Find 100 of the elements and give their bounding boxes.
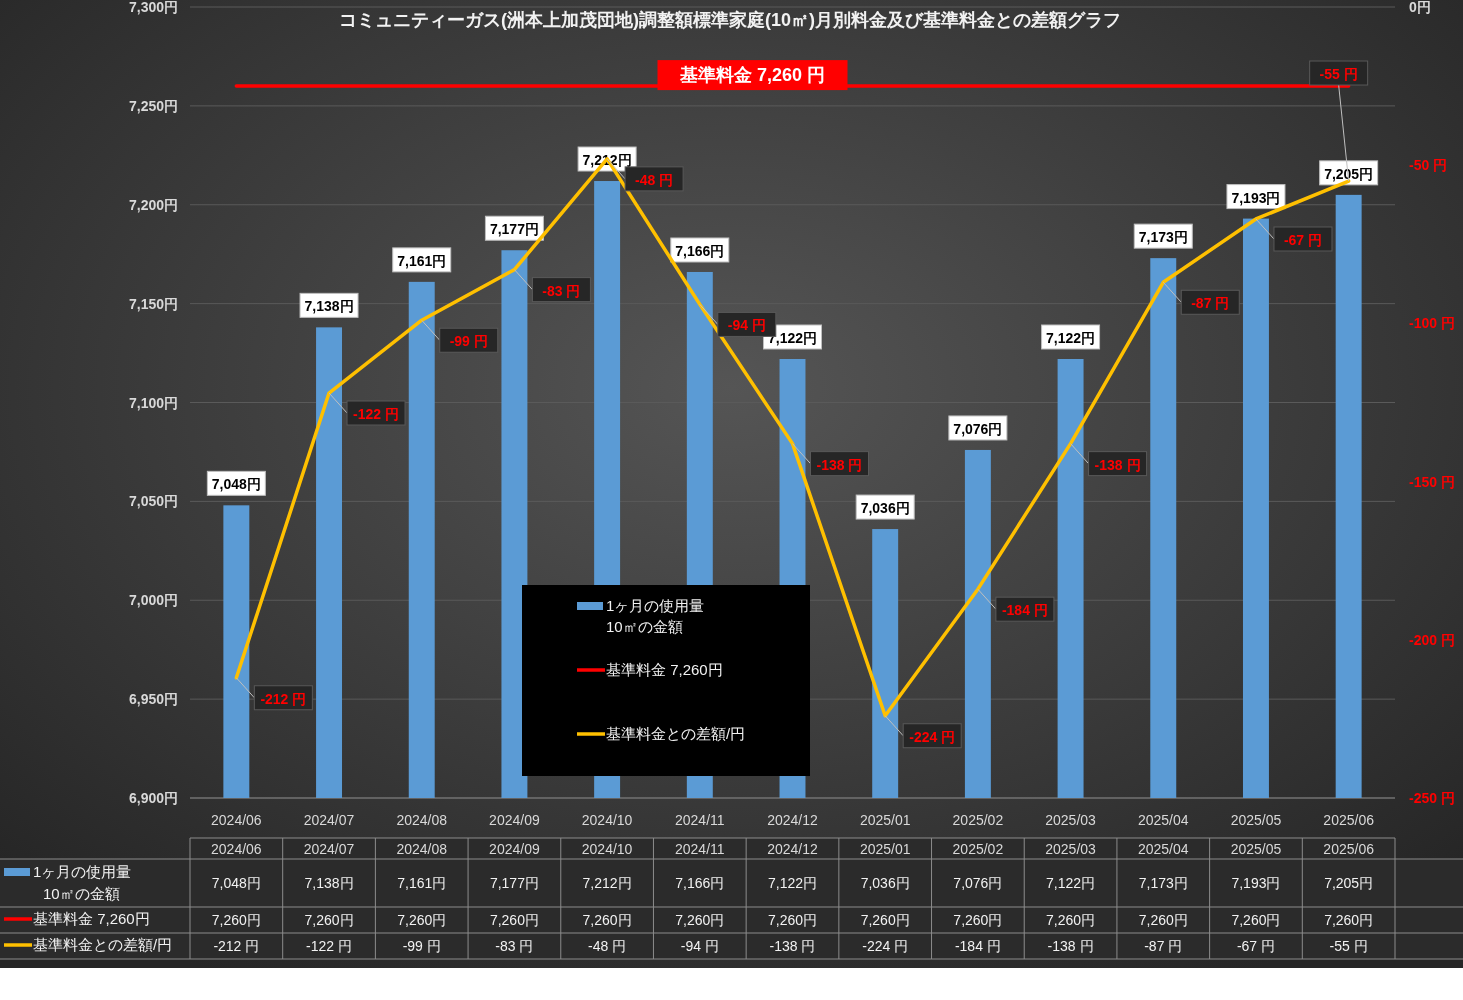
data-label: -212 円	[213, 938, 260, 954]
x-tick-label: 2024/08	[396, 812, 448, 828]
data-label: 7,205円	[1324, 875, 1374, 891]
data-label: -87 円	[1144, 938, 1183, 954]
y2-tick-label: -50 円	[1409, 157, 1448, 174]
text: 7,122円	[1046, 329, 1096, 346]
data-label: -138 円	[769, 938, 816, 954]
x-tick-label: 2025/05	[1230, 812, 1282, 828]
text: -94 円	[727, 317, 766, 334]
text: -184 円	[1001, 602, 1048, 619]
data-label: 7,138円	[304, 875, 354, 891]
x-tick-label: 2024/11	[675, 812, 725, 828]
text: -99 円	[449, 333, 488, 350]
data-label: 7,122円	[1046, 875, 1096, 891]
text: -212 円	[260, 690, 307, 707]
annotation: 基準料金 7,260 円	[678, 65, 826, 86]
data-label: 7,260円	[397, 912, 447, 928]
data-label: 7,260円	[675, 912, 725, 928]
data-label: 7,260円	[1231, 912, 1281, 928]
data-label: 7,260円	[860, 912, 910, 928]
x-tick-label: 2025/03	[1045, 812, 1097, 828]
text: -67 円	[1283, 231, 1323, 248]
category-label: 2024/12	[767, 841, 818, 857]
data-label: 7,260円	[211, 912, 261, 928]
text: -87 円	[1191, 295, 1230, 312]
text: -48 円	[635, 171, 674, 188]
x-tick-label: 2024/12	[767, 812, 819, 828]
y-tick-label: 7,100円	[128, 394, 178, 411]
category-label: 2024/09	[489, 841, 540, 857]
chart-title: コミュニティーガス(洲本上加茂団地)調整額標準家庭(10㎡)月別料金及び基準料金との差額グラフ	[339, 10, 1121, 30]
text: -55 円	[1319, 66, 1358, 83]
category-label: 2024/08	[396, 841, 448, 857]
text: 1ヶ月の使用量 10㎡の金額	[33, 863, 132, 902]
data-label: 7,193円	[1231, 875, 1281, 891]
data-label: 7,260円	[582, 912, 632, 928]
x-tick-label: 2025/04	[1137, 812, 1189, 828]
text: 7,173円	[1138, 229, 1188, 246]
category-label: 2025/03	[1045, 841, 1096, 857]
category-label: 2024/11	[675, 841, 725, 857]
text: 7,138円	[304, 298, 354, 315]
text: -83 円	[542, 282, 581, 299]
x-tick-label: 2024/09	[489, 812, 540, 828]
x-tick-label: 2024/10	[581, 812, 633, 828]
category-label: 2024/07	[303, 841, 355, 857]
text: 7,205円	[1324, 165, 1374, 182]
text: -122 円	[353, 406, 399, 423]
data-label: -48 円	[588, 938, 627, 954]
data-label: 7,260円	[1324, 912, 1374, 928]
data-label: 7,260円	[767, 912, 818, 928]
y-tick-label: 7,150円	[128, 295, 178, 312]
text: -138 円	[1094, 456, 1141, 473]
y-tick-label: 6,950円	[128, 691, 178, 708]
data-label: 7,260円	[1046, 912, 1096, 928]
x-tick-label: 2024/06	[211, 812, 262, 828]
category-label: 2025/05	[1230, 841, 1282, 857]
legend-label: 基準料金 7,260円	[606, 661, 723, 678]
text: 基準料金 7,260円	[33, 910, 150, 927]
text: 7,048円	[211, 476, 261, 493]
data-label: 7,048円	[211, 875, 261, 891]
y2-tick-label: 0円	[1409, 0, 1431, 15]
text: 7,166円	[675, 242, 725, 259]
x-tick-label: 2025/02	[952, 812, 1004, 828]
category-label: 2025/02	[952, 841, 1004, 857]
y-tick-label: 6,900円	[128, 790, 178, 806]
x-tick-label: 2025/01	[859, 812, 911, 828]
text: 基準料金との差額/円	[33, 936, 173, 953]
text: 7,193円	[1231, 189, 1281, 206]
data-label: -55 円	[1329, 938, 1368, 954]
legend-label: 1ヶ月の使用量 10㎡の金額	[606, 597, 705, 635]
data-label: 7,260円	[953, 912, 1003, 928]
y2-tick-label: -100 円	[1409, 315, 1455, 332]
data-label: -94 円	[680, 938, 719, 954]
category-label: 2025/06	[1323, 841, 1374, 857]
text: 7,177円	[489, 221, 539, 238]
data-label: -83 円	[495, 938, 534, 954]
category-label: 2024/06	[211, 841, 262, 857]
data-label: 7,122円	[767, 875, 818, 891]
y2-tick-label: -250 円	[1409, 790, 1455, 806]
data-label: 7,161円	[397, 875, 447, 891]
data-label: 7,036円	[860, 875, 910, 891]
category-label: 2025/01	[859, 841, 911, 857]
legend-label: 基準料金との差額/円	[606, 725, 746, 742]
data-label: -138 円	[1047, 938, 1094, 954]
data-label: -122 円	[306, 938, 352, 954]
text: -138 円	[816, 456, 863, 473]
y2-tick-label: -200 円	[1409, 631, 1455, 648]
data-label: -99 円	[402, 938, 441, 954]
x-tick-label: 2024/07	[303, 812, 355, 828]
y-tick-label: 7,050円	[128, 493, 178, 510]
y2-tick-label: -150 円	[1409, 473, 1455, 490]
data-label: -67 円	[1236, 938, 1276, 954]
text: 7,076円	[953, 420, 1003, 437]
y-tick-label: 7,200円	[128, 196, 178, 213]
text: 7,036円	[860, 500, 910, 517]
data-label: 7,076円	[953, 875, 1003, 891]
text: 7,161円	[397, 252, 447, 269]
category-label: 2025/04	[1137, 841, 1189, 857]
data-label: 7,177円	[489, 875, 539, 891]
data-label: 7,260円	[1138, 912, 1188, 928]
category-label: 2024/10	[581, 841, 633, 857]
